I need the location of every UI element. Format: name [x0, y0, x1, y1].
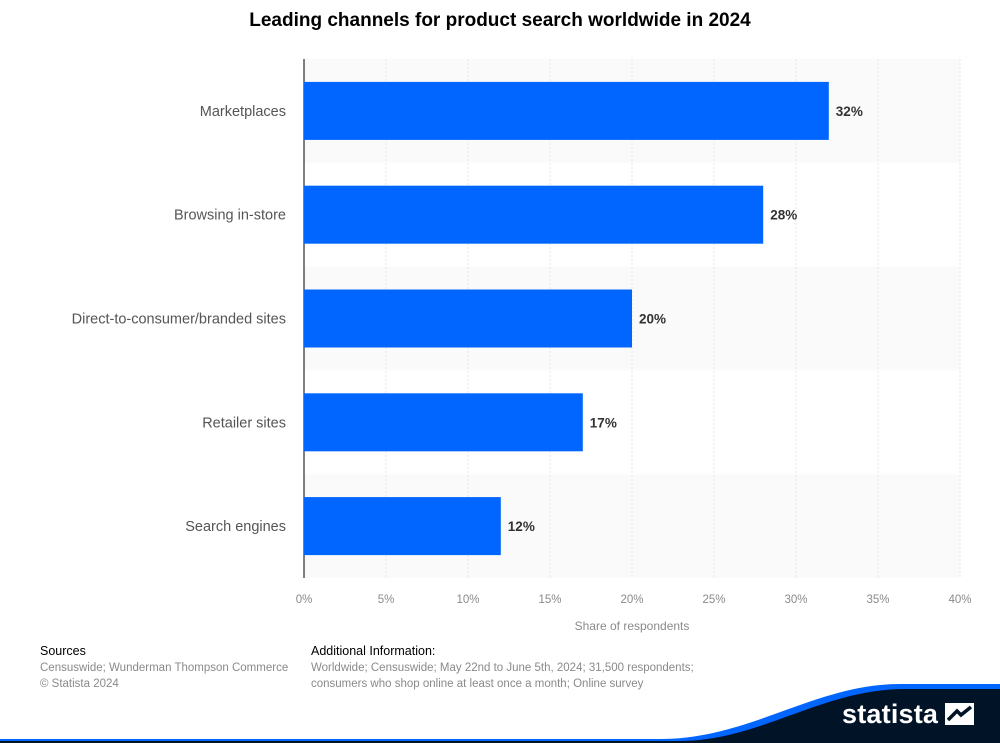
x-tick-label: 35%	[866, 594, 889, 606]
x-tick-label: 25%	[702, 594, 725, 606]
brand-wave	[0, 689, 1000, 743]
value-label: 32%	[836, 104, 863, 119]
bars	[304, 81, 829, 556]
additional-info-block: Additional Information: Worldwide; Censu…	[311, 643, 711, 693]
grid-lines	[385, 59, 961, 578]
x-tick-label: 15%	[538, 594, 561, 606]
category-label: Browsing in-store	[174, 208, 286, 224]
value-label: 28%	[770, 208, 797, 223]
value-label: 17%	[590, 415, 617, 430]
category-label: Retailer sites	[202, 415, 286, 431]
category-label: Search engines	[185, 519, 286, 535]
x-tick-label: 0%	[296, 594, 313, 606]
x-tick-label: 30%	[784, 594, 807, 606]
category-labels: Marketplaces Browsing in-store Direct-to-c…	[72, 104, 286, 535]
x-tick-labels: 0% 5% 10% 15% 20% 25% 30% 35% 40%	[296, 594, 972, 606]
sources-heading: Sources	[40, 644, 86, 658]
value-label: 12%	[508, 519, 535, 534]
statista-logo-icon	[945, 703, 975, 725]
bar-chart: Marketplaces Browsing in-store Direct-to-c…	[72, 59, 972, 633]
x-tick-label: 40%	[948, 594, 971, 606]
category-label: Marketplaces	[200, 104, 286, 120]
chart-title: Leading channels for product search worl…	[249, 10, 751, 31]
bar[interactable]	[304, 289, 632, 348]
statista-logo-text: statista	[842, 698, 939, 729]
additional-info-text: Worldwide; Censuswide; May 22nd to June …	[311, 661, 694, 691]
source-line[interactable]: Censuswide; Wunderman Thompson Commerce	[40, 661, 289, 674]
bar[interactable]	[304, 185, 764, 244]
sources-block: Sources Censuswide; Wunderman Thompson C…	[40, 643, 310, 693]
additional-info-heading: Additional Information:	[311, 644, 436, 658]
x-tick-label: 5%	[378, 594, 395, 606]
statista-logo[interactable]: statista	[842, 697, 975, 731]
x-axis-label: Share of respondents	[575, 619, 690, 633]
copyright-line: © Statista 2024	[40, 678, 119, 690]
x-tick-label: 20%	[620, 594, 643, 606]
value-label: 20%	[639, 312, 666, 327]
bar[interactable]	[304, 81, 829, 140]
bar[interactable]	[304, 497, 501, 556]
brand-wave-accent	[0, 684, 1000, 743]
value-labels: 32% 28% 20% 17% 12%	[508, 104, 863, 534]
bar[interactable]	[304, 393, 583, 452]
x-tick-label: 10%	[456, 594, 479, 606]
category-label: Direct-to-consumer/branded sites	[72, 312, 286, 328]
